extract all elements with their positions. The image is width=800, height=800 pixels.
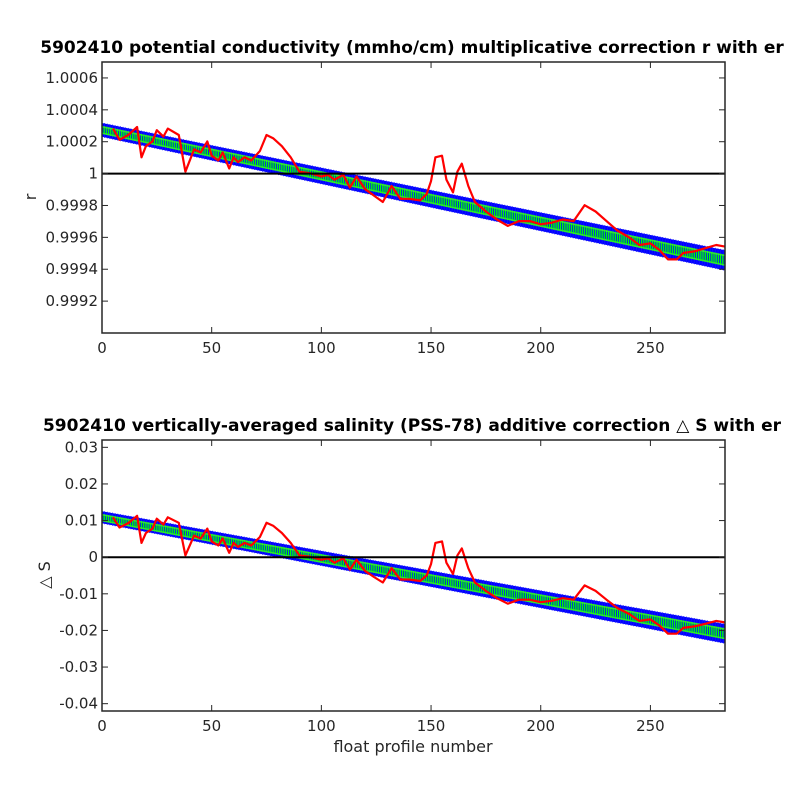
salinity-panel-title: 5902410 vertically-averaged salinity (PS… (43, 416, 782, 436)
conductivity-x-tick-label: 50 (202, 339, 221, 357)
salinity-series-group (102, 510, 725, 644)
salinity-correction-panel: 5902410 vertically-averaged salinity (PS… (35, 416, 782, 756)
salinity-x-tick-label: 100 (307, 717, 336, 735)
salinity-y-tick-label: -0.04 (59, 695, 98, 713)
conductivity-measured-line (112, 125, 725, 261)
conductivity-y-tick-label: 1.0006 (46, 69, 99, 87)
salinity-x-tick-label: 50 (202, 717, 221, 735)
salinity-y-tick-label: 0.01 (65, 512, 98, 530)
conductivity-y-tick-label: 0.9998 (46, 196, 99, 214)
conductivity-y-tick-label: 1.0002 (46, 133, 99, 151)
conductivity-y-tick-label: 0.9994 (46, 260, 99, 278)
x-axis-label: float profile number (333, 737, 493, 756)
conductivity-panel-title: 5902410 potential conductivity (mmho/cm)… (40, 38, 784, 58)
salinity-y-tick-label: 0 (88, 548, 98, 566)
salinity-x-tick-label: 150 (417, 717, 446, 735)
conductivity-y-tick-label: 1 (88, 165, 98, 183)
salinity-x-tick-label: 0 (97, 717, 107, 735)
salinity-x-tick-label: 200 (526, 717, 555, 735)
conductivity-y-axis-label: r (21, 193, 40, 200)
conductivity-x-tick-label: 100 (307, 339, 336, 357)
salinity-measured-line (112, 514, 725, 635)
conductivity-x-tick-label: 200 (526, 339, 555, 357)
conductivity-axes-box (101, 61, 726, 334)
salinity-y-tick-label: 0.02 (65, 475, 98, 493)
conductivity-y-tick-label: 0.9996 (46, 228, 99, 246)
conductivity-x-tick-label: 250 (636, 339, 665, 357)
conductivity-y-tick-label: 1.0004 (46, 101, 99, 119)
conductivity-series-group (102, 122, 725, 271)
salinity-x-tick-label: 250 (636, 717, 665, 735)
salinity-y-tick-label: -0.01 (59, 585, 98, 603)
conductivity-y-tick-label: 0.9992 (46, 292, 99, 310)
conductivity-plot-area: 0 50 100 150 200 250 0.9992 0.9994 0.9996 0.9998 1… (46, 61, 726, 357)
salinity-plot-area: 0 50 100 150 200 250 -0.04 -0.03 -0.02 -0.01 0 0.01… (59, 438, 726, 735)
conductivity-x-tick-label: 0 (97, 339, 107, 357)
salinity-axes-box (101, 439, 726, 712)
conductivity-x-tick-label: 150 (417, 339, 446, 357)
salinity-y-tick-label: 0.03 (65, 438, 98, 456)
salinity-y-axis-label: △ S (35, 561, 54, 589)
conductivity-correction-panel: 5902410 potential conductivity (mmho/cm)… (21, 38, 784, 357)
salinity-y-tick-label: -0.02 (59, 621, 98, 639)
salinity-y-tick-label: -0.03 (59, 658, 98, 676)
